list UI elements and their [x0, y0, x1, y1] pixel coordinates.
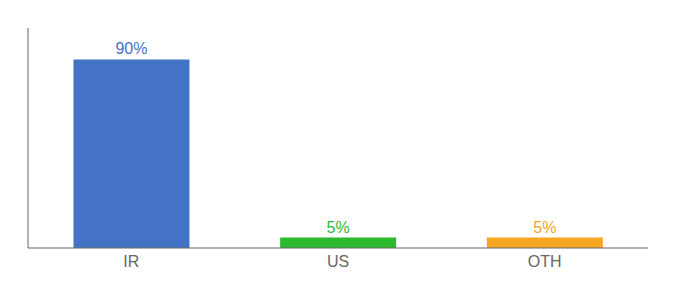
- svg-text:OTH: OTH: [528, 253, 562, 270]
- svg-text:5%: 5%: [327, 219, 350, 236]
- svg-text:5%: 5%: [533, 219, 556, 236]
- svg-text:90%: 90%: [115, 40, 147, 57]
- svg-text:IR: IR: [123, 253, 139, 270]
- svg-text:US: US: [327, 253, 349, 270]
